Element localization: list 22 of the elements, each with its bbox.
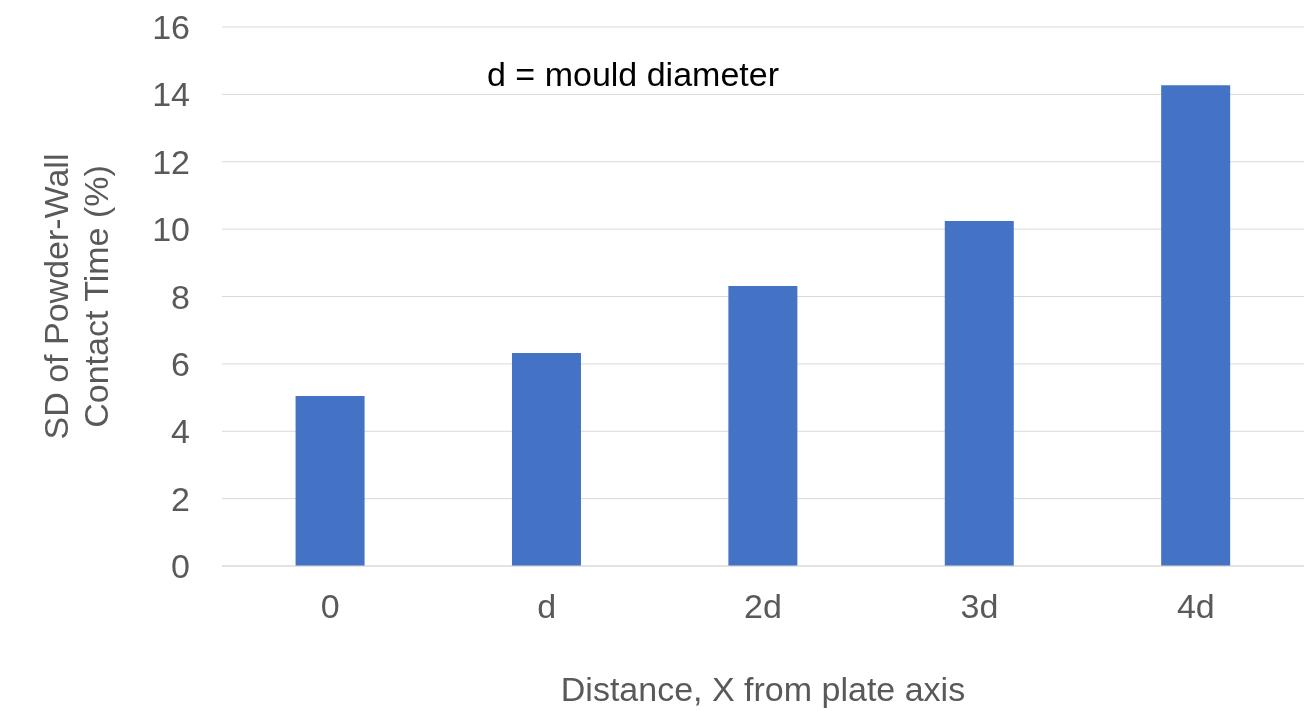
x-tick-label: 4d [1176,587,1215,626]
bar [295,395,365,566]
y-tick-label: 10 [152,210,190,249]
x-tick-label: 2d [744,587,782,626]
bar [511,353,581,566]
x-tick-label: d [537,587,557,626]
y-tick-label: 14 [152,75,190,114]
bar [944,221,1014,566]
y-axis-title: SD of Powder-Wall Contact Time (%) [37,153,115,440]
x-axis-title: Distance, X from plate axis [560,670,966,708]
x-tick-label: 0 [320,587,340,626]
y-tick-label: 0 [171,547,190,586]
y-tick-label: 6 [171,344,190,383]
x-tick-label: 3d [960,587,999,626]
bar [728,286,798,566]
y-tick-label: 4 [171,412,190,451]
y-tick-label: 2 [171,479,190,518]
bar [1161,85,1231,566]
y-tick-label: 12 [152,142,190,181]
y-tick-label: 16 [152,8,190,47]
annotation: d = mould diameter [487,55,779,94]
y-tick-label: 8 [171,277,190,316]
